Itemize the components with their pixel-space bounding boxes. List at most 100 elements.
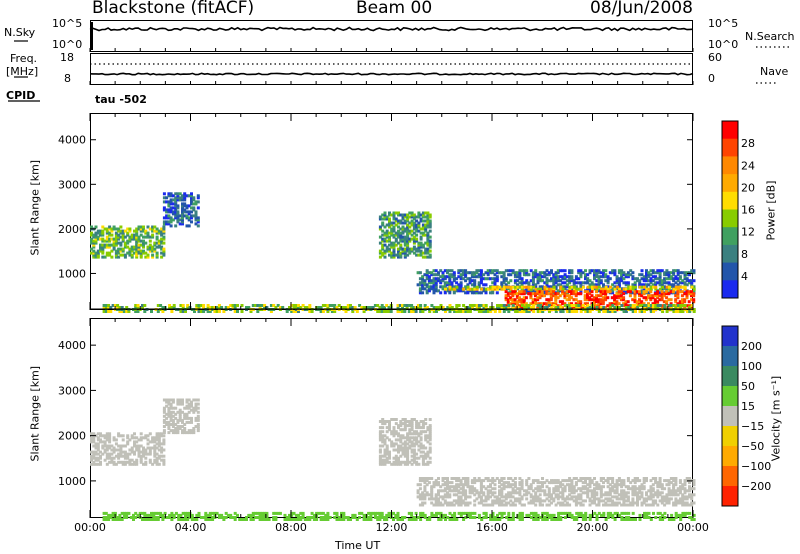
data-cell-p1-r0 [108, 446, 112, 450]
data-cell-p0-r5 [626, 300, 630, 304]
data-cell-p1-r4 [104, 518, 108, 521]
data-cell-p1-r3 [608, 497, 612, 501]
data-cell-p0-r2 [426, 237, 430, 241]
data-cell-p1-r4 [606, 511, 610, 515]
data-cell-p1-r3 [570, 483, 574, 487]
data-cell-p1-r1 [176, 400, 180, 404]
data-cell-p0-r5 [660, 306, 664, 310]
data-cell-p0-r6 [466, 310, 470, 313]
data-cell-p1-r1 [171, 410, 175, 414]
data-cell-p0-r5 [656, 300, 660, 304]
data-cell-p1-r4 [120, 518, 124, 521]
data-cell-p1-r1 [187, 406, 191, 410]
data-cell-p1-r4 [446, 516, 450, 519]
data-cell-p1-r4 [520, 516, 524, 519]
data-cell-p1-r3 [658, 499, 662, 503]
data-cell-p0-r6 [606, 310, 610, 313]
data-cell-p1-r3 [495, 501, 499, 505]
data-cell-p1-r0 [151, 436, 155, 440]
data-cell-p0-r0 [142, 235, 145, 239]
data-cell-p0-r6 [141, 304, 144, 307]
data-cell-p1-r3 [529, 485, 533, 489]
data-cell-p1-r2 [381, 418, 385, 421]
data-cell-p0-r2 [424, 227, 428, 231]
data-cell-p0-r6 [631, 304, 635, 307]
data-cell-p1-r2 [408, 422, 412, 426]
data-cell-p0-r5 [529, 292, 533, 296]
data-cell-p0-r5 [678, 300, 682, 304]
data-cell-p1-r0 [162, 462, 166, 466]
data-cell-p0-r2 [428, 235, 432, 239]
data-cell-p1-r3 [486, 497, 490, 501]
data-cell-p1-r0 [123, 450, 127, 454]
data-cell-p1-r1 [167, 425, 171, 428]
data-cell-p1-r0 [105, 454, 109, 458]
data-cell-p0-r3 [468, 281, 472, 285]
data-cell-p0-r5 [617, 294, 621, 298]
data-cell-p1-r3 [504, 495, 508, 499]
data-cell-p0-r1 [192, 198, 196, 202]
data-cell-p1-r4 [520, 513, 524, 517]
data-cell-p0-r3 [448, 273, 452, 277]
data-cell-p0-r2 [388, 253, 391, 257]
data-cell-p1-r3 [498, 485, 501, 489]
data-cell-p1-r4 [258, 516, 262, 519]
data-cell-p0-r6 [477, 310, 481, 313]
data-cell-p1-r0 [94, 442, 98, 446]
data-cell-p1-r3 [590, 499, 594, 503]
data-cell-p1-r3 [459, 499, 463, 503]
data-cell-p1-r3 [479, 501, 483, 505]
data-cell-p0-r2 [390, 245, 394, 249]
data-cell-p1-r4 [118, 518, 122, 521]
data-cell-p0-r2 [401, 221, 405, 225]
data-cell-p0-r6 [634, 304, 637, 307]
data-cell-p1-r0 [101, 446, 105, 450]
data-cell-p1-r3 [437, 481, 440, 485]
data-cell-p1-r4 [179, 518, 183, 521]
data-cell-p0-r2 [388, 221, 391, 225]
data-cell-p0-r4 [516, 285, 520, 289]
data-cell-p1-r0 [105, 432, 109, 436]
data-cell-p0-r3 [507, 287, 511, 291]
data-cell-p1-r1 [187, 429, 191, 433]
data-cell-p1-r0 [112, 438, 116, 442]
data-cell-p0-r2 [394, 253, 398, 257]
data-cell-p1-r0 [96, 458, 100, 462]
data-cell-p1-r3 [624, 485, 628, 489]
data-cell-p1-r4 [464, 511, 468, 515]
data-cell-p0-r6 [624, 310, 628, 313]
data-cell-p1-r3 [604, 491, 608, 495]
data-cell-p1-r3 [572, 495, 576, 499]
data-cell-p0-r1 [174, 198, 178, 202]
data-cell-p0-r1 [162, 192, 166, 196]
data-cell-p0-r6 [672, 304, 676, 307]
data-cell-p0-r6 [640, 310, 644, 313]
data-cell-p1-r3 [441, 483, 445, 487]
data-cell-p1-r1 [167, 400, 171, 404]
data-cell-p1-r2 [406, 460, 410, 464]
data-cell-p1-r2 [390, 444, 394, 448]
data-cell-p1-r2 [378, 430, 382, 434]
data-cell-p1-r2 [426, 428, 430, 432]
data-cell-p1-r1 [162, 429, 166, 433]
data-cell-p0-r3 [464, 287, 468, 291]
data-cell-p0-r3 [595, 275, 599, 279]
data-cell-p1-r0 [142, 450, 145, 454]
data-cell-p0-r5 [619, 298, 623, 302]
data-cell-p1-r3 [660, 485, 664, 489]
data-cell-p1-r4 [301, 511, 305, 515]
data-cell-p0-r3 [479, 277, 483, 281]
data-cell-p0-r5 [635, 300, 639, 304]
nsky-trace [89, 26, 694, 32]
data-cell-p1-r4 [186, 511, 190, 515]
data-cell-p0-r2 [385, 217, 389, 221]
data-cell-p1-r1 [192, 410, 196, 414]
data-cell-p1-r3 [525, 479, 529, 483]
data-cell-p0-r2 [412, 223, 416, 227]
data-cell-p1-r1 [192, 408, 196, 412]
data-cell-p0-r0 [101, 245, 105, 249]
data-cell-p1-r0 [142, 452, 145, 456]
data-cell-p1-r4 [317, 511, 321, 515]
data-cell-p0-r3 [667, 277, 671, 281]
data-cell-p0-r6 [299, 306, 303, 309]
